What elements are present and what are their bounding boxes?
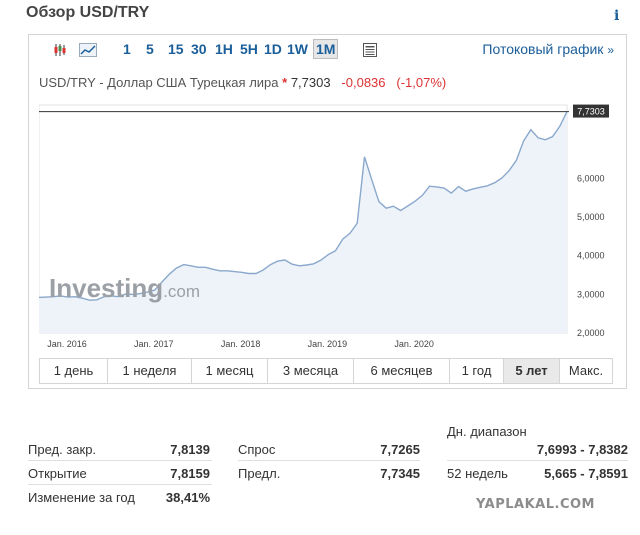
period-tab[interactable]: 6 месяцев	[354, 359, 450, 383]
x-tick-label: Jan, 2017	[134, 339, 174, 347]
timeframe-5h[interactable]: 5H	[240, 41, 258, 57]
ask-value: 7,7345	[380, 466, 420, 481]
settings-icon[interactable]	[363, 43, 377, 57]
streaming-chart-link[interactable]: Потоковый график »	[482, 41, 614, 57]
area-chart-icon[interactable]	[79, 43, 97, 57]
y-tick-label: 3,0000	[577, 289, 605, 299]
divider	[28, 484, 212, 485]
timeframe-30[interactable]: 30	[191, 41, 207, 57]
divider	[447, 460, 628, 461]
bid-value: 7,7265	[380, 442, 420, 457]
52-week-range-value: 5,665 - 7,8591	[544, 466, 628, 481]
y-tick-label: 5,0000	[577, 212, 605, 222]
timeframe-1w[interactable]: 1W	[287, 41, 308, 57]
timeframe-1m[interactable]: 1M	[313, 39, 339, 59]
timeframe-1h[interactable]: 1H	[215, 41, 233, 57]
instrument-name: USD/TRY - Доллар США Турецкая лира	[39, 75, 279, 90]
divider	[28, 460, 212, 461]
bid-label: Спрос	[238, 442, 276, 457]
period-tab[interactable]: 5 лет	[504, 359, 560, 383]
timeframe-5[interactable]: 5	[146, 41, 154, 57]
price-change-percent: (-1,07%)	[396, 75, 447, 90]
price-marker: *	[282, 75, 288, 90]
logo-text: Investing	[49, 273, 163, 303]
logo-suffix: .com	[163, 282, 200, 301]
period-tab[interactable]: 1 год	[450, 359, 504, 383]
last-price-badge	[573, 104, 609, 118]
y-tick-label: 6,0000	[577, 173, 605, 183]
period-tab[interactable]: 3 месяца	[268, 359, 354, 383]
watermark: YAPLAKAL.COM	[476, 497, 595, 512]
streaming-chart-label: Потоковый график	[482, 41, 604, 57]
ask-label: Предл.	[238, 466, 281, 481]
day-range-value: 7,6993 - 7,8382	[536, 442, 628, 457]
period-tab[interactable]: Макс.	[568, 363, 604, 378]
year-change-label: Изменение за год	[28, 490, 135, 505]
x-tick-label: Jan, 2020	[394, 339, 434, 347]
timeframe-15[interactable]: 15	[168, 41, 184, 57]
info-icon[interactable]: i	[614, 8, 620, 24]
period-tab[interactable]: 1 день	[40, 359, 108, 383]
instrument-header: USD/TRY - Доллар США Турецкая лира * 7,7…	[39, 75, 446, 90]
price-chart[interactable]: 2,0000 3,0000 4,0000 5,0000 6,0000 7,7303 Jan,…	[39, 97, 619, 347]
last-price-label: 7,7303	[577, 107, 605, 117]
x-tick-label: Jan, 2018	[221, 339, 261, 347]
candlestick-icon[interactable]	[53, 43, 67, 57]
divider	[238, 460, 420, 461]
investing-logo: Investing.com	[49, 273, 200, 303]
prev-close-value: 7,8139	[170, 442, 210, 457]
page-title: Обзор USD/TRY	[26, 4, 150, 21]
chevron-right-icon: »	[607, 43, 614, 57]
period-selector: 1 день 1 неделя 1 месяц 3 месяца 6 месяцев 1 …	[39, 358, 613, 384]
open-label: Открытие	[28, 466, 87, 481]
period-tab[interactable]: 1 неделя	[108, 359, 192, 383]
timeframe-1d[interactable]: 1D	[264, 41, 282, 57]
x-tick-label: Jan, 2019	[308, 339, 348, 347]
area-fill	[39, 111, 567, 333]
chart-toolbar: 1 5 15 30 1H 5H 1D 1W 1M Потоковый график »	[29, 35, 626, 65]
price-change: -0,0836	[341, 75, 386, 90]
52-week-label: 52 недель	[447, 466, 508, 481]
timeframe-1[interactable]: 1	[123, 41, 131, 57]
last-price: 7,7303	[290, 75, 331, 90]
prev-close-label: Пред. закр.	[28, 442, 97, 457]
chart-panel: 1 5 15 30 1H 5H 1D 1W 1M Потоковый график » USD/…	[28, 34, 627, 389]
year-change-value: 38,41%	[165, 490, 210, 505]
y-tick-label: 2,0000	[577, 328, 605, 338]
period-tab[interactable]: 1 месяц	[192, 359, 268, 383]
day-range-label: Дн. диапазон	[447, 424, 527, 439]
y-tick-label: 4,0000	[577, 251, 605, 261]
price-line	[39, 111, 568, 301]
x-tick-label: Jan, 2016	[47, 339, 87, 347]
open-value: 7,8159	[170, 466, 210, 481]
